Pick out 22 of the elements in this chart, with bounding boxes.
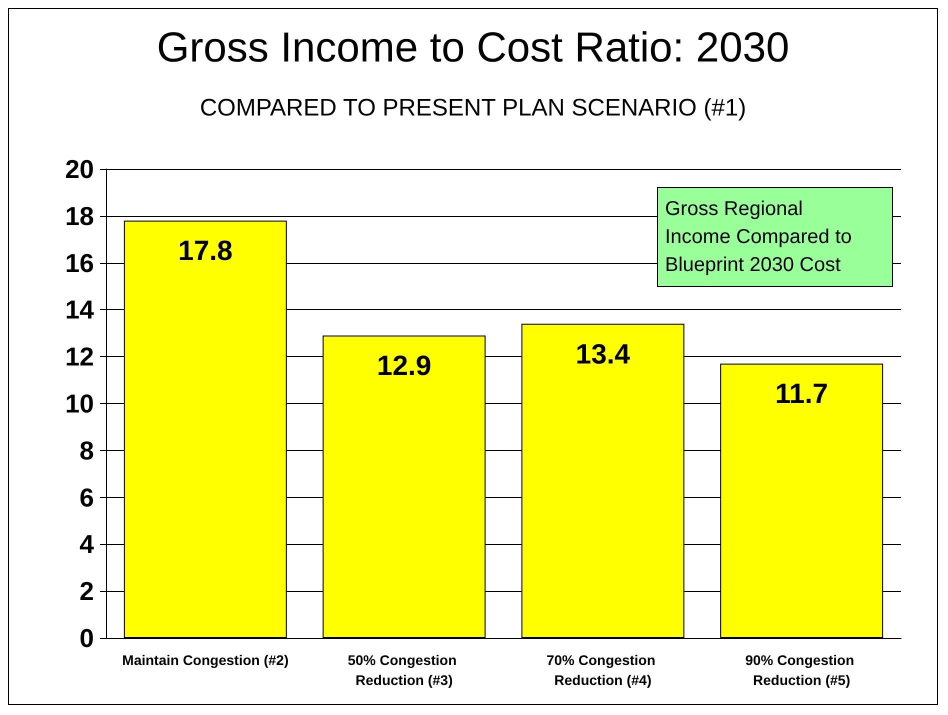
data-label: 17.8 <box>178 235 233 266</box>
annotation: Gross Regional Income Compared to Blueprint 2030 Cost <box>665 198 858 276</box>
x-tick-label: 50% Congestion Reduction (#3) <box>348 652 461 688</box>
y-tick-label: 18 <box>65 200 94 231</box>
data-label: 13.4 <box>576 338 631 370</box>
y-tick-label: 16 <box>65 248 94 278</box>
data-label: 12.9 <box>376 350 432 381</box>
x-tick-label: Maintain Congestion (#2) <box>122 652 289 668</box>
y-tick-label: 12 <box>65 342 94 372</box>
y-tick-label: 14 <box>65 294 95 325</box>
chart-subtitle: COMPARED TO PRESENT PLAN SCENARIO (#1) <box>200 94 746 122</box>
y-tick-label: 8 <box>80 435 94 466</box>
data-label: 11.7 <box>775 378 828 410</box>
chart-title: Gross Income to Cost Ratio: 2030 <box>156 24 790 70</box>
y-tick-label: 2 <box>80 576 94 606</box>
y-tick-label: 10 <box>65 388 94 418</box>
y-tick-label: 20 <box>65 154 94 184</box>
x-tick-label: 70% Congestion Reduction (#4) <box>546 652 660 688</box>
y-tick-label: 4 <box>80 529 95 560</box>
y-tick-label: 6 <box>80 482 94 512</box>
y-tick-label: 0 <box>80 623 94 653</box>
x-tick-label: 90% Congestion Reduction (#5) <box>745 652 858 688</box>
